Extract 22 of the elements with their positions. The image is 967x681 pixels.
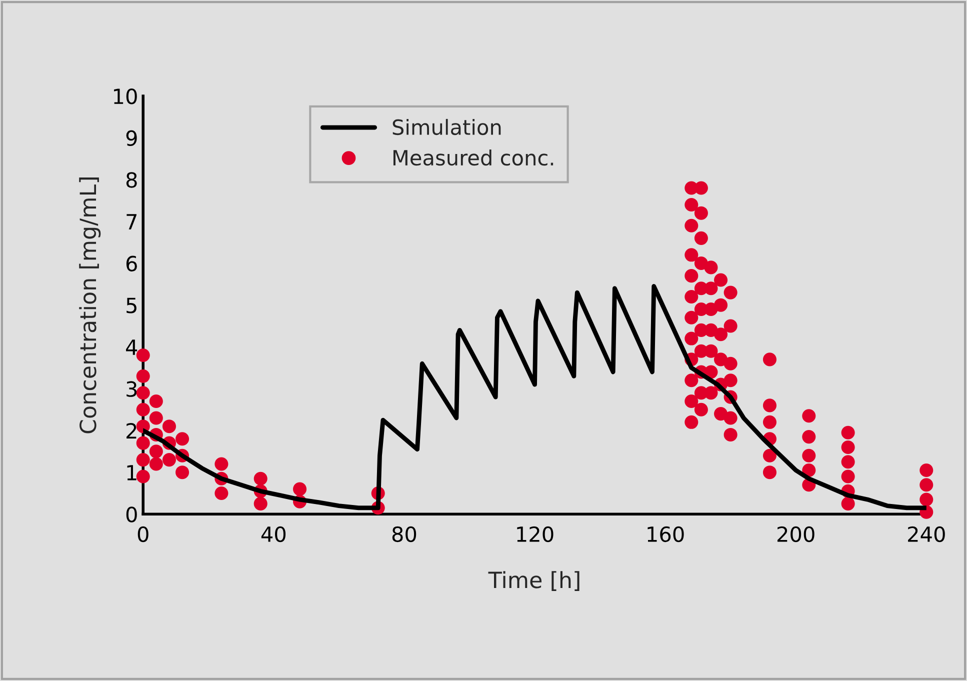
x-tick-label: 160 [648,526,684,542]
x-tick-label: 120 [517,526,554,542]
y-tick-label: 1 [127,465,136,480]
x-tick-label: 40 [261,526,286,542]
x-tick-label: 240 [908,526,945,542]
x-axis-title: Time [h] [488,571,580,591]
y-tick-label: 3 [126,381,137,397]
y-tick-label: 4 [126,340,138,355]
legend-label: Measured conc. [393,150,554,166]
y-tick-label: 10 [114,88,137,104]
y-tick-label: 6 [126,256,137,272]
y-tick-label: 7 [126,214,136,230]
x-tick-label: 0 [138,526,148,542]
x-tick-label: 80 [392,526,416,542]
y-axis-title: Concentration [mg/mL] [79,178,101,434]
y-tick-label: 2 [126,422,136,438]
x-tick-label: 200 [777,526,814,542]
y-tick-label: 5 [126,298,136,314]
y-tick-label: 8 [126,172,137,188]
y-tick-label: 0 [126,506,137,522]
legend-label: Simulation [392,118,501,136]
y-tick-label: 9 [126,130,137,146]
